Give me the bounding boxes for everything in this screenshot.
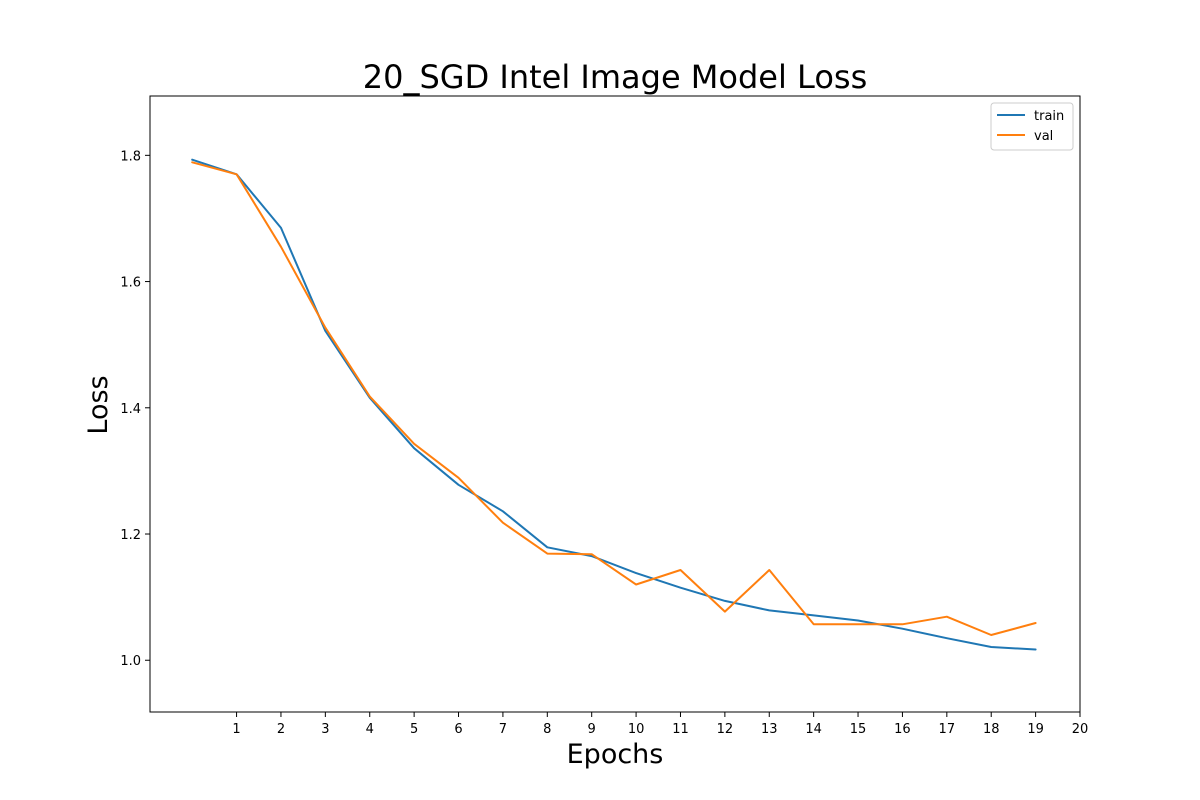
y-tick-label: 1.8	[120, 149, 141, 164]
x-tick-label: 10	[628, 722, 645, 737]
y-axis-label: Loss	[83, 375, 114, 434]
x-tick-label: 5	[410, 722, 418, 737]
y-tick-label: 1.0	[120, 654, 141, 669]
y-tick-label: 1.4	[120, 402, 141, 417]
x-tick-label: 16	[894, 722, 911, 737]
plot-area	[149, 95, 1081, 713]
legend-label-train: train	[1034, 109, 1064, 124]
x-tick-label: 20	[1072, 722, 1089, 737]
x-tick-label: 13	[761, 722, 778, 737]
x-tick-label: 6	[454, 722, 462, 737]
x-tick-label: 12	[717, 722, 734, 737]
x-tick-label: 9	[588, 722, 596, 737]
x-tick-label: 19	[1027, 722, 1044, 737]
x-tick-label: 14	[805, 722, 822, 737]
legend-label-val: val	[1034, 129, 1053, 144]
series-line-train	[191, 158, 1037, 651]
x-tick-label: 7	[499, 722, 507, 737]
y-tick-label: 1.6	[120, 276, 141, 291]
x-tick-label: 11	[672, 722, 689, 737]
y-axis-ticks: 1.0 1.2 1.4 1.6 1.8	[120, 149, 150, 669]
x-tick-label: 2	[277, 722, 285, 737]
x-tick-label: 18	[983, 722, 1000, 737]
chart-title: 20_SGD Intel Image Model Loss	[363, 58, 867, 96]
x-tick-label: 3	[321, 722, 329, 737]
x-tick-label: 4	[366, 722, 374, 737]
x-axis-label: Epochs	[567, 739, 664, 770]
series-lines	[191, 158, 1037, 651]
plot-frame	[149, 95, 1081, 713]
x-tick-label: 1	[232, 722, 240, 737]
y-tick-label: 1.2	[120, 528, 141, 543]
series-line-val	[191, 161, 1037, 636]
legend: train val	[990, 102, 1074, 151]
x-tick-label: 15	[850, 722, 867, 737]
x-axis-ticks: 1 2 3 4 5 6 7 8 9 10 11 12 13 14 15 16 17 18 19 20	[232, 712, 1088, 737]
x-tick-label: 8	[543, 722, 551, 737]
x-tick-label: 17	[939, 722, 956, 737]
